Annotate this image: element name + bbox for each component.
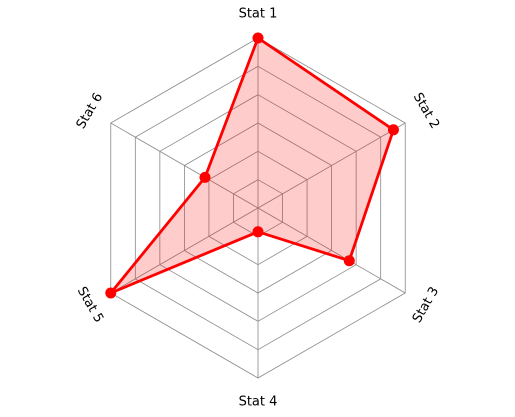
axis-label-stat-6: Stat 6 [74,90,106,131]
axis-label-stat-3: Stat 3 [410,284,442,325]
axis-label-stat-5: Stat 5 [74,284,106,325]
grid-spoke [110,122,259,209]
axis-label-stat-4: Stat 4 [239,395,278,410]
data-point-stat-2 [387,124,399,136]
grid-spoke [257,122,406,209]
radar-series [105,32,399,299]
series-area [110,38,394,293]
data-point-stat-3 [343,255,355,267]
data-point-stat-5 [105,287,117,299]
grid-spoke [110,207,259,294]
radar-grid [110,37,406,379]
axis-label-stat-2: Stat 2 [410,90,442,131]
data-point-stat-1 [252,32,264,44]
data-point-stat-4 [252,226,264,238]
data-point-stat-6 [199,171,211,183]
grid-spoke [257,207,406,294]
axis-label-stat-1: Stat 1 [239,7,278,22]
